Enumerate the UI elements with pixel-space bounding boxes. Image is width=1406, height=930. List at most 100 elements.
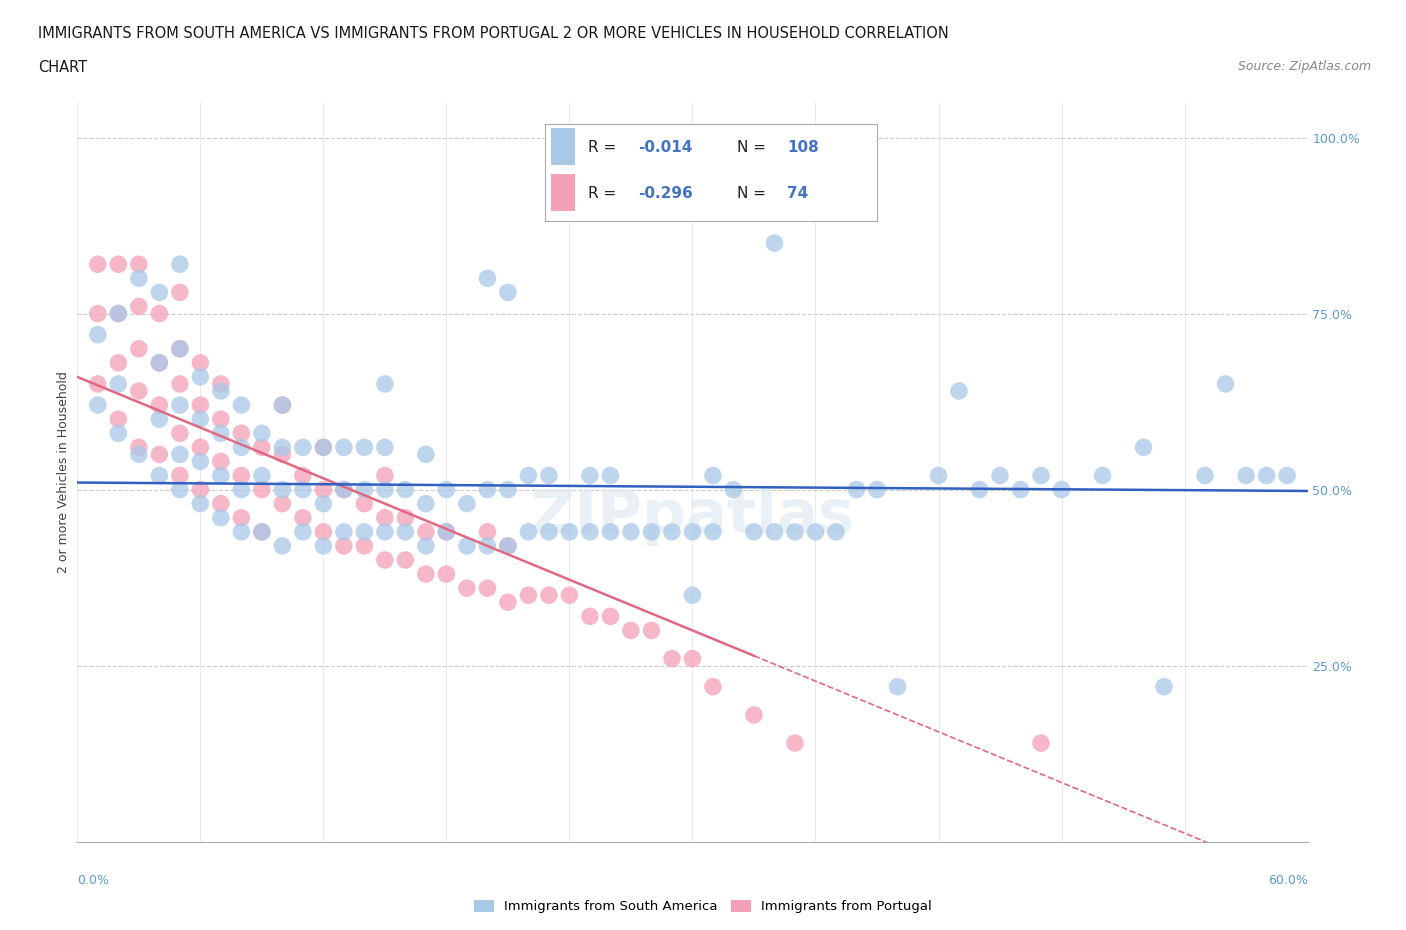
Point xyxy=(231,482,253,497)
Point xyxy=(374,440,396,455)
Point xyxy=(415,538,437,553)
Point xyxy=(250,482,273,497)
Point xyxy=(231,511,253,525)
Point xyxy=(477,525,499,539)
Point xyxy=(353,538,375,553)
Point xyxy=(599,609,621,624)
Point xyxy=(763,235,786,250)
Bar xyxy=(551,128,575,165)
Point xyxy=(128,341,150,356)
Point xyxy=(886,679,908,694)
Point xyxy=(825,525,848,539)
Point xyxy=(271,398,294,413)
Point xyxy=(169,257,191,272)
Point xyxy=(169,468,191,483)
Point xyxy=(783,525,806,539)
Point xyxy=(436,525,458,539)
Point xyxy=(169,285,191,299)
Text: IMMIGRANTS FROM SOUTH AMERICA VS IMMIGRANTS FROM PORTUGAL 2 OR MORE VEHICLES IN : IMMIGRANTS FROM SOUTH AMERICA VS IMMIGRA… xyxy=(38,26,949,41)
Point xyxy=(188,482,212,497)
Point xyxy=(128,271,150,286)
Point xyxy=(374,377,396,392)
Point xyxy=(169,482,191,497)
Point xyxy=(231,398,253,413)
Point xyxy=(436,525,458,539)
Point xyxy=(415,447,437,462)
Point xyxy=(333,525,356,539)
Point xyxy=(804,525,827,539)
Text: N =: N = xyxy=(738,186,772,201)
Point xyxy=(969,482,991,497)
Point xyxy=(209,377,232,392)
Point xyxy=(87,257,110,272)
Point xyxy=(599,525,621,539)
Point xyxy=(250,426,273,441)
Text: Source: ZipAtlas.com: Source: ZipAtlas.com xyxy=(1237,60,1371,73)
Point xyxy=(188,369,212,384)
Point xyxy=(128,440,150,455)
Point xyxy=(209,497,232,512)
Text: CHART: CHART xyxy=(38,60,87,75)
Point xyxy=(1029,468,1052,483)
Point xyxy=(87,306,110,321)
Point xyxy=(496,285,519,299)
Point xyxy=(169,341,191,356)
Point xyxy=(333,482,356,497)
Point xyxy=(1029,736,1052,751)
Point xyxy=(783,736,806,751)
Point xyxy=(374,482,396,497)
Point xyxy=(188,398,212,413)
Point xyxy=(87,327,110,342)
Point xyxy=(333,482,356,497)
Point xyxy=(353,482,375,497)
Point xyxy=(169,398,191,413)
Point xyxy=(148,468,170,483)
Point xyxy=(742,525,765,539)
Text: 74: 74 xyxy=(787,186,808,201)
Point xyxy=(148,412,170,427)
Point xyxy=(620,623,643,638)
Point xyxy=(517,468,540,483)
Point xyxy=(148,355,170,370)
Point xyxy=(148,306,170,321)
Point xyxy=(477,482,499,497)
Point xyxy=(107,412,129,427)
Point xyxy=(312,440,335,455)
Legend: Immigrants from South America, Immigrants from Portugal: Immigrants from South America, Immigrant… xyxy=(468,895,938,919)
Point xyxy=(148,355,170,370)
Point xyxy=(188,440,212,455)
Point xyxy=(374,511,396,525)
Point xyxy=(312,482,335,497)
Point xyxy=(250,468,273,483)
Text: 108: 108 xyxy=(787,140,820,155)
Point xyxy=(661,525,683,539)
Point xyxy=(291,511,314,525)
Point xyxy=(537,468,560,483)
Point xyxy=(456,497,478,512)
Point xyxy=(1050,482,1073,497)
Point xyxy=(374,525,396,539)
Point xyxy=(169,377,191,392)
Point xyxy=(374,468,396,483)
Point xyxy=(1153,679,1175,694)
Text: R =: R = xyxy=(588,140,621,155)
Point xyxy=(415,497,437,512)
Point xyxy=(128,383,150,398)
Point xyxy=(271,447,294,462)
Point xyxy=(87,398,110,413)
Point xyxy=(579,525,602,539)
Point xyxy=(394,525,416,539)
Point xyxy=(291,482,314,497)
Point xyxy=(742,708,765,723)
Point xyxy=(231,525,253,539)
Text: 60.0%: 60.0% xyxy=(1268,874,1308,887)
Point xyxy=(988,468,1011,483)
Point xyxy=(87,377,110,392)
Point xyxy=(845,482,868,497)
Point xyxy=(394,482,416,497)
Point xyxy=(209,383,232,398)
Point xyxy=(1275,468,1298,483)
Point xyxy=(579,468,602,483)
Point xyxy=(702,525,724,539)
Point xyxy=(496,538,519,553)
